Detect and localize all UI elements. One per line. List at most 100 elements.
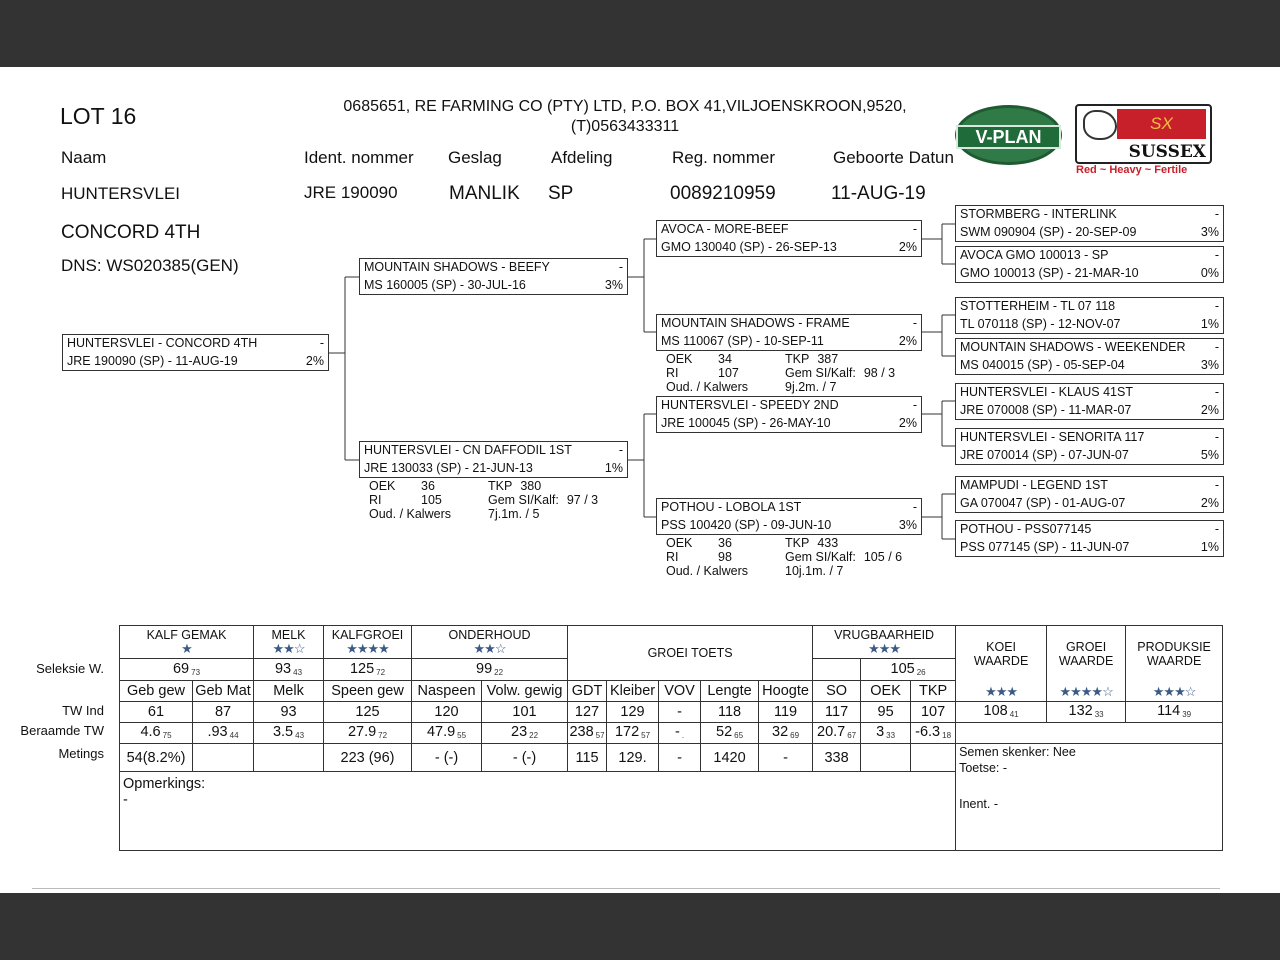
animal-percent: 3% [604, 278, 623, 292]
waarde-header: GROEI WAARDE ★★★★☆ [1046, 625, 1127, 702]
animal-flag: - [618, 260, 623, 274]
value: 54(8.2%) [126, 749, 186, 766]
rating-stars-icon: ★★★★☆ [1059, 684, 1113, 699]
beraamde-value: 4.6 75 [119, 722, 193, 744]
info-gem-label: Gem SI/Kalf: [785, 550, 856, 564]
group-label: GROEI TOETS [647, 646, 733, 660]
value-reg: 0089210959 [670, 183, 776, 204]
tw-ind-value: 101 [481, 701, 569, 723]
info-oek: 36 [421, 479, 435, 493]
value: 125 [355, 704, 380, 720]
pedigree-box-sire-sire: AVOCA - MORE-BEEF - GMO 130040 (SP) - 26-S… [656, 220, 922, 257]
value: - [674, 724, 680, 740]
animal-percent: 5% [1200, 448, 1219, 462]
info-row: RI 105 Gem SI/Kalf: 97 / 3 [369, 493, 619, 507]
info-row: OEK 36 TKP 433 [666, 536, 916, 550]
value: 238 [569, 724, 594, 740]
value: 125 [349, 660, 375, 677]
sussex-text: SUSSEX [1128, 142, 1206, 162]
value-geboorte: 11-AUG-19 [831, 183, 926, 204]
animal-reg: PSS 077145 (SP) - 11-JUN-07 [960, 540, 1130, 554]
tw-ind-value: 118 [700, 701, 760, 723]
animal-name-row: MOUNTAIN SHADOWS - WEEKENDER - [960, 339, 1219, 356]
value: 61 [147, 704, 165, 720]
info-oek-label: OEK [666, 352, 693, 366]
animal-name: AVOCA GMO 100013 - SP [960, 248, 1109, 262]
waarde-label: WAARDE [1146, 654, 1202, 668]
column-label: Geb gew [119, 680, 193, 702]
pedigree-box-dam-dam: POTHOU - LOBOLA 1ST - PSS 100420 (SP) - 09… [656, 498, 922, 535]
sussex-mark: SX [1117, 109, 1206, 139]
header-row: KALF GEMAK ★ MELK ★★☆ KALFGROEI ★★★★ ONDERHOUD… [118, 625, 1224, 702]
group-melk: MELK ★★☆ [253, 625, 325, 659]
accuracy: 41 [1009, 710, 1019, 719]
vaccinations: Inent. - [959, 797, 999, 811]
accuracy: 72 [378, 731, 388, 740]
label: TKP [918, 683, 948, 699]
info-tkp-group: TKP 433 [785, 536, 838, 550]
value: 3 [876, 724, 885, 740]
empty-cell [812, 658, 862, 681]
waarde-label: GROEI [1065, 640, 1107, 654]
animal-flag: - [912, 316, 917, 330]
value: 118 [717, 704, 742, 720]
animal-flag: - [912, 222, 917, 236]
group-kalf-gemak: KALF GEMAK ★ [118, 625, 255, 659]
info-tkp-label: TKP [785, 536, 810, 550]
animal-name: CONCORD 4TH [61, 222, 201, 243]
accuracy: 22 [494, 667, 504, 677]
waarde-label: WAARDE [1058, 654, 1114, 668]
info-tkp: 387 [817, 352, 839, 366]
animal-name-row: MOUNTAIN SHADOWS - FRAME - [661, 315, 917, 332]
animal-name: HUNTERSVLEI - KLAUS 41ST [960, 385, 1133, 399]
pedigree-box-dam-sire: HUNTERSVLEI - SPEEDY 2ND - JRE 100045 (SP)… [656, 396, 922, 433]
animal-percent: 2% [1200, 403, 1219, 417]
vplan-logo: V-PLAN [955, 105, 1062, 165]
value: - [783, 749, 788, 766]
notes-cell: Semen skenker: Nee Toetse: - Inent. - [955, 743, 1224, 851]
animal-percent: 3% [1200, 225, 1219, 239]
group-label: ONDERHOUD [448, 628, 531, 642]
animal-reg-row: JRE 070008 (SP) - 11-MAR-07 2% [960, 401, 1219, 419]
info-tkp: 380 [520, 479, 542, 493]
value: - (-) [434, 749, 459, 766]
animal-reg-row: GMO 100013 (SP) - 21-MAR-10 0% [960, 264, 1219, 282]
label: Hoogte [762, 683, 809, 699]
tw-ind-value: 117 [812, 701, 862, 723]
animal-reg: TL 070118 (SP) - 12-NOV-07 [960, 317, 1121, 331]
value: 23 [511, 724, 528, 740]
accuracy: 18 [942, 731, 952, 740]
pedigree-box-g3-3: STOTTERHEIM - TL 07 118 - TL 070118 (SP) -… [955, 297, 1224, 334]
animal-name-row: STORMBERG - INTERLINK - [960, 206, 1219, 223]
animal-reg: MS 040015 (SP) - 05-SEP-04 [960, 358, 1125, 372]
semen-donor: Semen skenker: Nee [959, 745, 1076, 759]
metings-value: - (-) [481, 743, 569, 772]
info-oek: 34 [718, 352, 732, 366]
waarde-label: WAARDE [973, 654, 1029, 668]
value: 47.9 [426, 724, 456, 740]
beraamde-value: 27.9 72 [323, 722, 413, 744]
value-ident: JRE 190090 [304, 183, 398, 202]
rating-stars-icon: ★★★ [985, 684, 1018, 699]
pedigree-box-g3-8: POTHOU - PSS077145 - PSS 077145 (SP) - 11-… [955, 520, 1224, 557]
label: Naspeen [417, 683, 476, 699]
animal-name: STOTTERHEIM - TL 07 118 [960, 299, 1116, 313]
metings-value [191, 743, 255, 772]
tw-ind-value: 107 [910, 701, 957, 723]
beraamde-value: 238 57 [567, 722, 608, 744]
column-label: Naspeen [411, 680, 483, 702]
empty-cell [955, 722, 1224, 744]
value: 52 [716, 724, 733, 740]
accuracy: 65 [734, 731, 744, 740]
animal-name: HUNTERSVLEI - CN DAFFODIL 1ST [364, 443, 572, 457]
sussex-tagline: Red ~ Heavy ~ Fertile [1076, 164, 1188, 176]
animal-percent: 2% [305, 354, 324, 368]
accuracy: 26 [916, 667, 926, 677]
animal-percent: 1% [1200, 540, 1219, 554]
column-label: TKP [910, 680, 957, 702]
animal-flag: - [319, 336, 324, 350]
animal-reg: SWM 090904 (SP) - 20-SEP-09 [960, 225, 1137, 239]
metings-value [860, 743, 912, 772]
animal-fertility-info: OEK 36 TKP 380 RI 105 Gem SI/Kalf: 97 / 3 Oud. /… [369, 479, 619, 521]
info-gem-group: Gem SI/Kalf: 105 / 6 [785, 550, 902, 564]
